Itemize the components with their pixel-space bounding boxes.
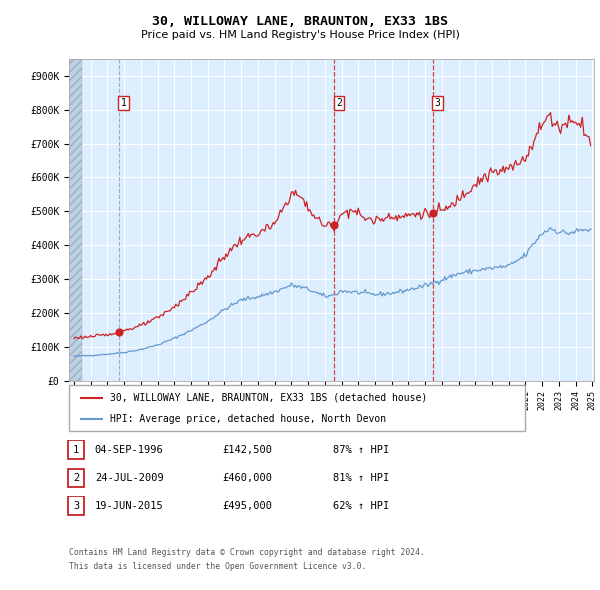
- Text: 2: 2: [336, 98, 342, 108]
- Text: 1: 1: [121, 98, 127, 108]
- Text: 87% ↑ HPI: 87% ↑ HPI: [333, 445, 389, 454]
- Text: £495,000: £495,000: [222, 501, 272, 510]
- Text: 2: 2: [73, 473, 79, 483]
- Text: 30, WILLOWAY LANE, BRAUNTON, EX33 1BS (detached house): 30, WILLOWAY LANE, BRAUNTON, EX33 1BS (d…: [110, 392, 427, 402]
- Text: This data is licensed under the Open Government Licence v3.0.: This data is licensed under the Open Gov…: [69, 562, 367, 571]
- Text: £142,500: £142,500: [222, 445, 272, 454]
- Text: 81% ↑ HPI: 81% ↑ HPI: [333, 473, 389, 483]
- Point: [329, 220, 339, 230]
- Text: 3: 3: [73, 501, 79, 510]
- Text: 3: 3: [435, 98, 441, 108]
- Text: 24-JUL-2009: 24-JUL-2009: [95, 473, 164, 483]
- Text: Contains HM Land Registry data © Crown copyright and database right 2024.: Contains HM Land Registry data © Crown c…: [69, 548, 425, 556]
- Text: 1: 1: [73, 445, 79, 454]
- Text: 04-SEP-1996: 04-SEP-1996: [95, 445, 164, 454]
- Point: [114, 327, 124, 337]
- FancyBboxPatch shape: [68, 440, 85, 459]
- FancyBboxPatch shape: [68, 496, 85, 515]
- FancyBboxPatch shape: [69, 385, 525, 431]
- Point: [428, 208, 437, 218]
- Text: Price paid vs. HM Land Registry's House Price Index (HPI): Price paid vs. HM Land Registry's House …: [140, 30, 460, 40]
- FancyBboxPatch shape: [68, 468, 85, 487]
- Text: HPI: Average price, detached house, North Devon: HPI: Average price, detached house, Nort…: [110, 414, 386, 424]
- Text: 19-JUN-2015: 19-JUN-2015: [95, 501, 164, 510]
- Text: 30, WILLOWAY LANE, BRAUNTON, EX33 1BS: 30, WILLOWAY LANE, BRAUNTON, EX33 1BS: [152, 15, 448, 28]
- Text: 62% ↑ HPI: 62% ↑ HPI: [333, 501, 389, 510]
- Text: £460,000: £460,000: [222, 473, 272, 483]
